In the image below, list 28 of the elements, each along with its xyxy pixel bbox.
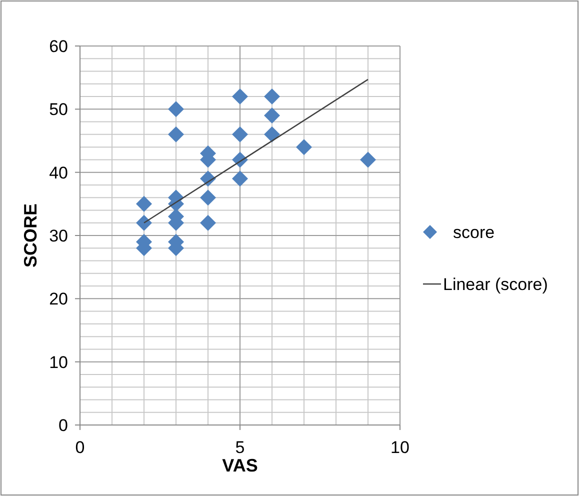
point: [360, 152, 376, 168]
y-tick-label: 60: [49, 36, 68, 56]
point: [168, 126, 184, 142]
point: [136, 214, 152, 231]
point: [232, 126, 248, 142]
x-tick-label: 0: [75, 438, 85, 457]
legend-label: Linear (score): [443, 274, 548, 294]
y-axis-title: SCORE: [20, 203, 40, 268]
y-tick-label: 40: [49, 163, 68, 182]
point: [232, 88, 248, 105]
point: [232, 170, 248, 187]
point: [296, 139, 312, 156]
x-tick-label: 10: [390, 438, 410, 457]
point: [264, 107, 280, 124]
x-tick-label: 5: [235, 438, 245, 457]
y-tick-label: 30: [49, 226, 68, 246]
point: [264, 126, 280, 142]
legend-label: score: [453, 222, 495, 242]
y-tick-label: 0: [58, 416, 68, 435]
point: [264, 88, 280, 105]
point: [136, 196, 152, 212]
x-axis-title: VAS: [222, 455, 258, 476]
point: [168, 101, 184, 118]
point: [200, 190, 216, 206]
point: [200, 214, 216, 231]
y-tick-label: 20: [49, 290, 68, 309]
y-tick-label: 10: [49, 352, 68, 372]
y-tick-label: 50: [49, 100, 68, 120]
